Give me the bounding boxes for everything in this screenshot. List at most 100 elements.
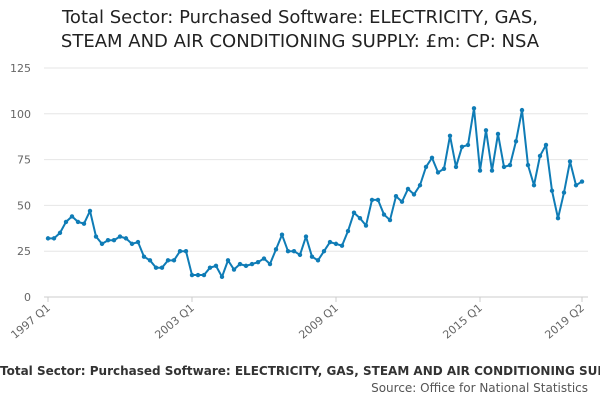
y-tick-label: 0 xyxy=(24,291,31,304)
data-point[interactable] xyxy=(519,107,525,113)
data-point[interactable] xyxy=(573,183,579,188)
x-tick-label: 2009 Q1 xyxy=(296,301,340,341)
data-point[interactable] xyxy=(243,263,249,269)
data-point[interactable] xyxy=(417,183,423,188)
data-point[interactable] xyxy=(117,234,123,239)
data-point[interactable] xyxy=(225,258,231,263)
data-point[interactable] xyxy=(87,208,93,214)
data-point[interactable] xyxy=(177,249,183,254)
chart-title-line-2: STEAM AND AIR CONDITIONING SUPPLY: £m: C… xyxy=(60,31,540,52)
data-point[interactable] xyxy=(147,258,153,263)
data-point[interactable] xyxy=(357,216,363,221)
data-point[interactable] xyxy=(267,261,273,267)
data-point[interactable] xyxy=(513,139,519,144)
data-point[interactable] xyxy=(579,179,585,184)
data-point[interactable] xyxy=(447,133,453,138)
data-point[interactable] xyxy=(303,234,309,239)
y-tick-label: 100 xyxy=(10,108,31,121)
data-point[interactable] xyxy=(411,192,417,197)
data-point[interactable] xyxy=(93,234,99,239)
data-point[interactable] xyxy=(399,199,405,204)
footer-caption: Total Sector: Purchased Software: ELECTR… xyxy=(0,364,600,378)
data-point[interactable] xyxy=(501,164,507,170)
data-point[interactable] xyxy=(405,186,411,192)
data-point[interactable] xyxy=(165,258,171,263)
x-tick-label: 1997 Q1 xyxy=(8,301,52,341)
data-point[interactable] xyxy=(315,258,321,263)
data-point[interactable] xyxy=(363,223,369,228)
data-point[interactable] xyxy=(435,170,441,175)
data-point[interactable] xyxy=(525,162,531,168)
data-point[interactable] xyxy=(537,153,543,159)
data-point[interactable] xyxy=(231,267,237,272)
data-point[interactable] xyxy=(219,274,225,280)
data-point[interactable] xyxy=(477,168,483,173)
data-point[interactable] xyxy=(285,249,291,254)
data-point[interactable] xyxy=(51,236,57,241)
data-point[interactable] xyxy=(141,254,147,259)
data-point[interactable] xyxy=(555,216,561,221)
data-point[interactable] xyxy=(189,272,195,278)
data-point[interactable] xyxy=(483,128,489,133)
data-point[interactable] xyxy=(375,197,381,203)
data-point[interactable] xyxy=(159,265,165,270)
data-point[interactable] xyxy=(309,254,315,259)
data-point[interactable] xyxy=(261,256,267,261)
data-point[interactable] xyxy=(69,214,75,219)
data-point[interactable] xyxy=(489,168,495,173)
data-point[interactable] xyxy=(393,194,399,199)
data-point[interactable] xyxy=(561,190,567,195)
data-point[interactable] xyxy=(507,162,513,168)
data-point[interactable] xyxy=(291,249,297,254)
data-point[interactable] xyxy=(465,142,471,148)
data-point[interactable] xyxy=(495,131,501,137)
data-point[interactable] xyxy=(105,238,111,243)
data-point[interactable] xyxy=(249,261,255,267)
data-point[interactable] xyxy=(171,258,177,263)
data-point[interactable] xyxy=(297,252,303,258)
data-point[interactable] xyxy=(135,239,141,245)
data-point[interactable] xyxy=(45,236,51,241)
data-point[interactable] xyxy=(99,241,105,247)
data-point[interactable] xyxy=(543,142,549,148)
data-point[interactable] xyxy=(549,188,555,193)
data-point[interactable] xyxy=(441,166,447,171)
data-point[interactable] xyxy=(201,272,207,278)
data-point[interactable] xyxy=(129,241,135,247)
data-point[interactable] xyxy=(321,249,327,254)
data-point[interactable] xyxy=(81,221,87,226)
data-point[interactable] xyxy=(63,219,69,225)
data-point[interactable] xyxy=(183,249,189,254)
y-tick-label: 125 xyxy=(10,62,31,75)
data-point[interactable] xyxy=(381,212,387,217)
data-point[interactable] xyxy=(75,219,81,225)
data-point[interactable] xyxy=(531,183,537,188)
data-point[interactable] xyxy=(351,210,357,215)
data-point[interactable] xyxy=(471,106,477,111)
data-point[interactable] xyxy=(195,272,201,278)
data-point[interactable] xyxy=(369,197,375,203)
chart-title-line-1: Total Sector: Purchased Software: ELECTR… xyxy=(62,7,538,28)
y-tick-label: 75 xyxy=(17,154,31,167)
data-point[interactable] xyxy=(123,236,129,241)
data-point[interactable] xyxy=(237,261,243,267)
data-point[interactable] xyxy=(387,217,393,223)
data-point[interactable] xyxy=(255,259,261,265)
data-point[interactable] xyxy=(153,265,159,270)
data-point[interactable] xyxy=(333,241,339,247)
data-point[interactable] xyxy=(213,263,219,269)
data-point[interactable] xyxy=(423,164,429,170)
data-point[interactable] xyxy=(327,239,333,245)
data-point[interactable] xyxy=(345,228,351,234)
data-point[interactable] xyxy=(279,232,285,237)
data-point[interactable] xyxy=(429,155,435,160)
data-point[interactable] xyxy=(57,230,63,236)
data-point[interactable] xyxy=(111,238,117,243)
data-point[interactable] xyxy=(339,243,345,248)
data-point[interactable] xyxy=(273,247,279,252)
data-point[interactable] xyxy=(567,159,573,164)
data-point[interactable] xyxy=(207,265,213,270)
data-point[interactable] xyxy=(459,144,465,149)
data-point[interactable] xyxy=(453,164,459,170)
